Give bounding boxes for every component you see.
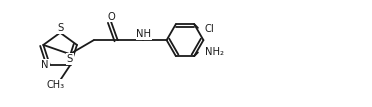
Text: CH₃: CH₃ [47,80,65,90]
Text: O: O [107,12,115,22]
Text: Cl: Cl [205,24,214,34]
Text: S: S [67,54,73,64]
Text: NH₂: NH₂ [205,47,224,57]
Text: S: S [57,23,63,33]
Text: NH: NH [136,29,151,39]
Text: N: N [41,60,49,70]
